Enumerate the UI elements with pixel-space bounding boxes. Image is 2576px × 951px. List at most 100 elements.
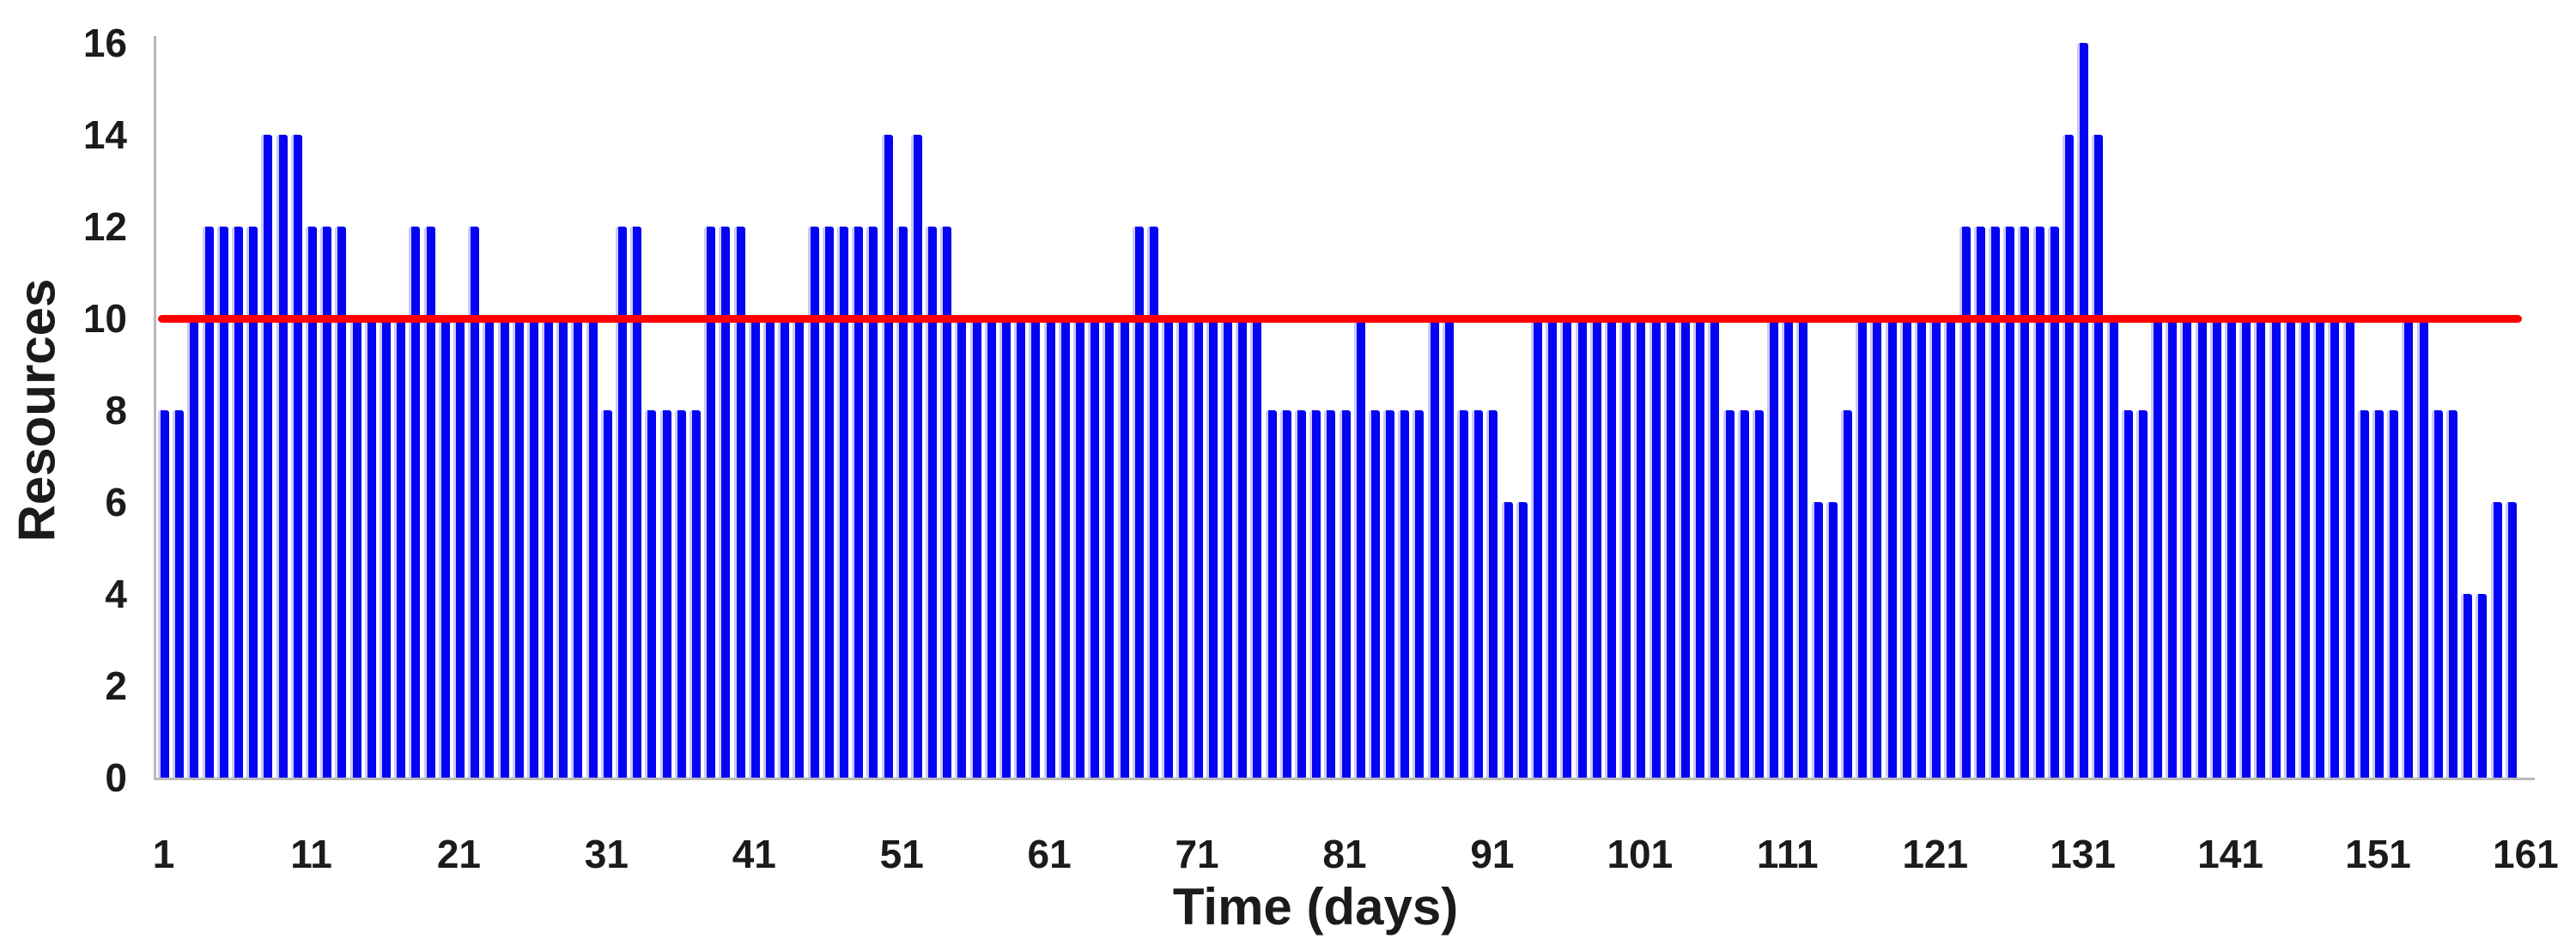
bar-day-16 — [379, 318, 391, 778]
bar-day-6 — [232, 227, 244, 778]
bar-day-121 — [1929, 318, 1941, 778]
bar-day-70 — [1176, 318, 1188, 778]
bar-day-136 — [2151, 318, 2163, 778]
bar-day-33 — [630, 227, 642, 778]
bar-day-44 — [793, 318, 805, 778]
bar-day-45 — [807, 227, 819, 778]
bar-day-10 — [290, 135, 302, 778]
bar-day-5 — [216, 227, 228, 778]
x-tick-label-101: 101 — [1607, 832, 1674, 876]
bar-day-22 — [468, 227, 480, 778]
bar-day-2 — [173, 410, 185, 778]
bar-day-127 — [2018, 227, 2030, 778]
bar-day-8 — [261, 135, 273, 778]
bar-day-13 — [335, 227, 347, 778]
bar-day-72 — [1206, 318, 1218, 778]
bar-day-11 — [306, 227, 318, 778]
bar-day-147 — [2313, 318, 2325, 778]
bar-day-83 — [1368, 410, 1380, 778]
bar-day-158 — [2476, 594, 2488, 778]
y-tick-label-6: 6 — [105, 480, 127, 524]
bar-day-47 — [836, 227, 848, 778]
x-tick-label-141: 141 — [2197, 832, 2263, 876]
bar-day-89 — [1457, 410, 1469, 778]
bar-day-159 — [2490, 502, 2502, 778]
bar-day-17 — [394, 318, 406, 778]
bar-day-101 — [1634, 318, 1646, 778]
y-tick-label-12: 12 — [82, 204, 127, 249]
bar-day-122 — [1944, 318, 1956, 778]
x-tick-label-21: 21 — [436, 832, 482, 876]
bar-day-100 — [1619, 318, 1631, 778]
bar-day-104 — [1678, 318, 1690, 778]
bar-day-103 — [1663, 318, 1675, 778]
bar-day-52 — [910, 135, 922, 778]
bar-day-149 — [2342, 318, 2354, 778]
bar-day-64 — [1088, 318, 1100, 778]
bar-day-19 — [423, 227, 435, 778]
bar-day-137 — [2166, 318, 2178, 778]
y-tick-label-2: 2 — [105, 663, 127, 708]
y-tick-label-8: 8 — [105, 388, 127, 433]
x-tick-label-161: 161 — [2493, 832, 2559, 876]
plot-area — [154, 36, 2535, 780]
bar-day-40 — [733, 227, 745, 778]
bar-day-150 — [2357, 410, 2369, 778]
bar-day-60 — [1029, 318, 1041, 778]
threshold-line — [158, 315, 2522, 323]
bar-day-142 — [2239, 318, 2251, 778]
y-tick-label-0: 0 — [105, 755, 127, 800]
bar-day-120 — [1915, 318, 1926, 778]
bar-day-15 — [364, 318, 376, 778]
bar-day-131 — [2077, 43, 2089, 778]
bar-day-86 — [1413, 410, 1425, 778]
bar-day-12 — [320, 227, 332, 778]
bar-day-9 — [276, 135, 288, 778]
bar-day-53 — [926, 227, 938, 778]
bar-day-57 — [984, 318, 996, 778]
bar-day-119 — [1899, 318, 1911, 778]
y-tick-label-14: 14 — [82, 112, 127, 157]
bar-day-63 — [1073, 318, 1085, 778]
bar-day-78 — [1294, 410, 1306, 778]
bar-day-31 — [600, 410, 612, 778]
bar-day-41 — [748, 318, 760, 778]
bar-day-73 — [1220, 318, 1232, 778]
bar-day-90 — [1472, 410, 1484, 778]
bar-day-68 — [1146, 227, 1158, 778]
bar-day-157 — [2461, 594, 2473, 778]
bar-day-69 — [1162, 318, 1174, 778]
bar-day-116 — [1856, 318, 1868, 778]
x-tick-label-61: 61 — [1027, 832, 1072, 876]
bar-day-39 — [719, 227, 731, 778]
bar-day-160 — [2505, 502, 2517, 778]
x-tick-label-1: 1 — [152, 832, 175, 876]
bar-day-46 — [822, 227, 834, 778]
bar-day-94 — [1531, 318, 1542, 778]
bar-day-65 — [1103, 318, 1115, 778]
bar-day-144 — [2269, 318, 2281, 778]
bar-day-30 — [586, 318, 598, 778]
bar-day-132 — [2092, 135, 2104, 778]
bar-day-143 — [2254, 318, 2266, 778]
bar-day-130 — [2062, 135, 2074, 778]
x-tick-label-111: 111 — [1756, 832, 1819, 876]
bar-day-36 — [674, 410, 686, 778]
y-tick-label-10: 10 — [82, 296, 127, 341]
bar-day-56 — [969, 318, 981, 778]
bar-day-66 — [1117, 318, 1129, 778]
bar-day-110 — [1767, 318, 1779, 778]
bar-day-152 — [2387, 410, 2399, 778]
bar-day-129 — [2047, 227, 2059, 778]
bar-day-79 — [1309, 410, 1321, 778]
bar-day-139 — [2195, 318, 2207, 778]
bar-day-76 — [1265, 410, 1277, 778]
bar-day-123 — [1959, 227, 1971, 778]
bar-day-95 — [1546, 318, 1558, 778]
bar-day-35 — [659, 410, 671, 778]
bar-day-112 — [1796, 318, 1808, 778]
x-tick-label-11: 11 — [290, 832, 332, 876]
bar-day-107 — [1722, 410, 1735, 778]
bar-day-74 — [1236, 318, 1248, 778]
